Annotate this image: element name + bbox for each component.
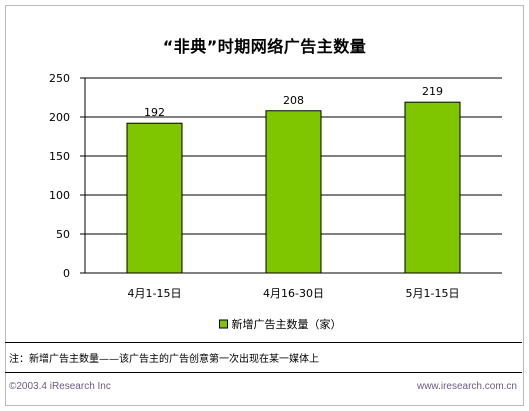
data-label: 208 (283, 94, 304, 107)
legend-swatch (219, 319, 228, 329)
x-tick-label: 4月1-15日 (128, 287, 182, 300)
footnote-top-divider (5, 342, 522, 343)
bar (404, 101, 461, 274)
x-tick-label: 4月16-30日 (263, 287, 324, 300)
website-link[interactable]: www.iresearch.com.cn (416, 381, 517, 392)
data-label: 192 (144, 106, 165, 119)
copyright: ©2003.4 iResearch Inc (9, 381, 111, 392)
data-label: 219 (422, 85, 443, 98)
y-tick-label: 0 (63, 267, 70, 280)
footnote: 注：新增广告主数量——该广告主的广告创意第一次出现在某一媒体上 (9, 354, 319, 365)
y-tick-label: 150 (49, 150, 70, 163)
y-tick-label: 50 (56, 228, 70, 241)
y-tick-label: 250 (49, 72, 70, 85)
y-tick-label: 100 (49, 189, 70, 202)
bar (126, 122, 183, 274)
footnote-bottom-divider (5, 372, 522, 373)
legend-label: 新增广告主数量（家） (232, 317, 342, 331)
bar (265, 110, 322, 274)
x-tick-label: 5月1-15日 (406, 287, 460, 300)
chart-title: “非典”时期网络广告主数量 (162, 37, 367, 56)
y-tick-label: 200 (49, 111, 70, 124)
